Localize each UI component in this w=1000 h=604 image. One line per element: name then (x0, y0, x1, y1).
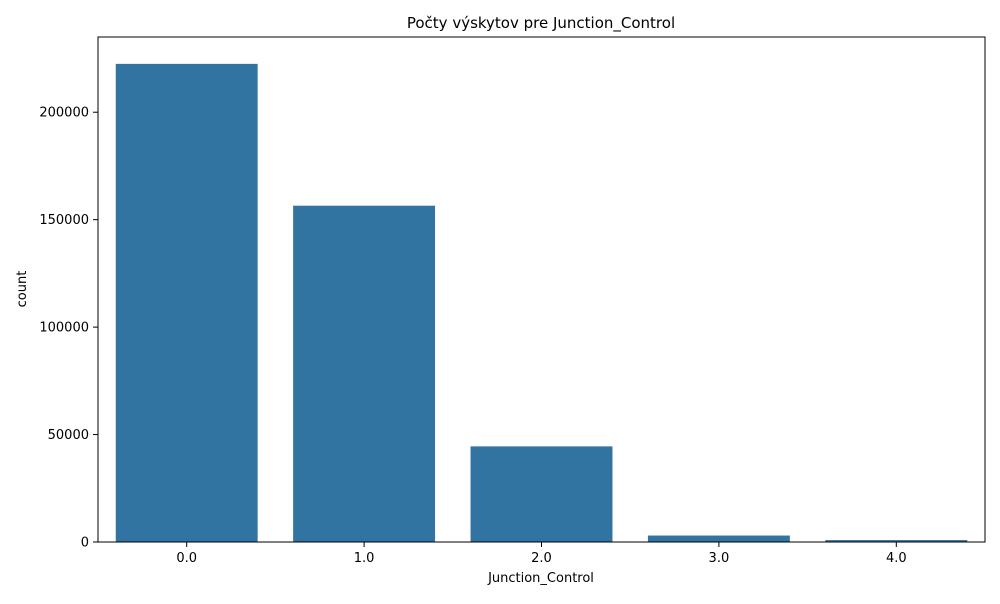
bars-group (115, 63, 968, 543)
bar-0 (115, 63, 258, 543)
x-tick-label-0: 0.0 (176, 551, 197, 566)
y-tick-label-0: 0 (81, 536, 89, 551)
y-axis-ticks: 0 50000 100000 150000 200000 (39, 106, 98, 551)
y-tick-label-3: 150000 (39, 213, 89, 228)
bar-3 (647, 535, 790, 542)
x-tick-label-3: 3.0 (709, 551, 730, 566)
y-tick-label-4: 200000 (39, 106, 89, 121)
plot-frame (97, 36, 986, 543)
y-tick-label-2: 100000 (39, 321, 89, 336)
bar-4 (825, 540, 968, 542)
y-axis-label: count (15, 271, 30, 308)
x-tick-label-1: 1.0 (354, 551, 375, 566)
y-tick-label-1: 50000 (48, 428, 89, 443)
bar-1 (293, 205, 436, 543)
bar-2 (470, 446, 613, 542)
x-axis-label: Junction_Control (487, 571, 594, 586)
chart-title: Počty výskytov pre Junction_Control (407, 14, 675, 33)
x-tick-label-4: 4.0 (886, 551, 907, 566)
x-tick-label-2: 2.0 (531, 551, 552, 566)
x-axis-ticks: 0.0 1.0 2.0 3.0 4.0 (176, 542, 907, 566)
